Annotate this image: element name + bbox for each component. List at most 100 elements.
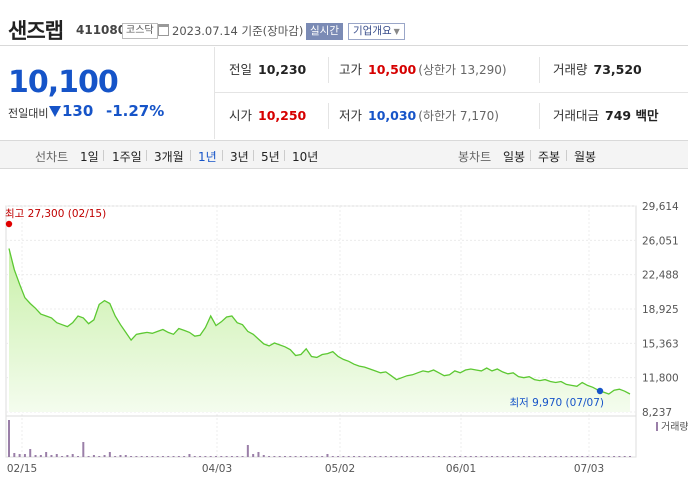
volume-bar	[220, 456, 223, 457]
divider	[530, 150, 531, 161]
price-chart: 29,614 26,051 22,488 18,925 15,363 11,800 8,23…	[0, 170, 688, 489]
divider	[253, 150, 254, 161]
volume-bar	[607, 456, 610, 457]
max-annotation: 최고 27,300 (02/15)	[5, 208, 106, 220]
divider	[539, 57, 540, 83]
volume-bar	[204, 456, 207, 457]
stat-volume-value: 73,520	[593, 62, 642, 77]
y-tick-label: 18,925	[642, 304, 679, 316]
volume-bar	[469, 456, 472, 457]
volume-bar	[87, 456, 90, 457]
volume-bar	[215, 456, 217, 457]
price-panel: 10,100 전일대비 130 -1.27%	[0, 47, 215, 139]
volume-bar	[61, 456, 64, 457]
divider	[566, 150, 567, 161]
stat-open-label: 시가	[229, 108, 253, 123]
volume-bar	[257, 452, 260, 457]
volume-bar	[374, 456, 377, 457]
realtime-button[interactable]: 실시간	[306, 23, 343, 40]
stat-prev-value: 10,230	[258, 62, 307, 77]
volume-bar	[199, 456, 202, 457]
period-5y[interactable]: 5년	[261, 150, 280, 164]
stat-prev: 전일 10,230	[229, 47, 306, 93]
volume-bar	[92, 455, 95, 457]
y-tick-label: 22,488	[642, 270, 679, 282]
volume-bar	[130, 456, 133, 457]
candle-weekly[interactable]: 주봉	[538, 150, 561, 164]
price-area	[9, 248, 630, 412]
volume-legend-label: 거래량	[661, 421, 688, 433]
period-1d[interactable]: 1일	[80, 150, 99, 164]
volume-bar	[50, 455, 53, 457]
stock-code: 411080	[76, 23, 127, 37]
volume-bar	[151, 456, 154, 457]
volume-bar	[613, 456, 616, 457]
volume-bar	[310, 456, 313, 457]
stat-low-label: 저가	[339, 108, 363, 123]
candle-daily[interactable]: 일봉	[503, 150, 526, 164]
divider	[103, 150, 104, 161]
stat-open: 시가 10,250	[229, 93, 306, 139]
volume-bar	[124, 455, 127, 457]
volume-bar	[623, 456, 626, 457]
volume-bar	[575, 456, 578, 457]
period-1y[interactable]: 1년	[198, 150, 217, 164]
volume-bar	[570, 456, 573, 457]
volume-bar	[268, 456, 271, 457]
volume-bar	[39, 455, 42, 457]
volume-bar	[363, 456, 366, 457]
volume-bar	[512, 456, 515, 457]
volume-bar	[289, 456, 292, 457]
volume-bar	[172, 456, 175, 457]
volume-bar	[225, 456, 228, 457]
x-tick-label: 07/03	[574, 463, 604, 475]
volume-bar	[262, 455, 265, 457]
base-date: 2023.07.14 기준(장마감)	[172, 24, 304, 38]
volume-bar	[411, 456, 414, 457]
stats-grid: 전일 10,230 고가 10,500 (상한가 13,290) 거래량 73,520 …	[215, 47, 688, 139]
y-tick-label: 8,237	[642, 407, 672, 419]
candle-monthly[interactable]: 월봉	[574, 150, 597, 164]
volume-bar	[23, 454, 26, 457]
volume-bar	[560, 456, 562, 457]
volume-bar	[321, 456, 324, 457]
min-annotation: 최저 9,970 (07/07)	[509, 397, 604, 409]
company-overview-button[interactable]: 기업개요 ▼	[348, 23, 405, 40]
stat-high: 고가 10,500 (상한가 13,290)	[339, 47, 507, 93]
volume-bar	[528, 456, 531, 457]
change-amount: 130	[62, 102, 94, 120]
volume-bar	[326, 454, 329, 457]
volume-bar	[167, 456, 170, 457]
volume-bar	[183, 456, 186, 457]
volume-bar	[18, 454, 21, 457]
volume-bar	[13, 453, 16, 457]
stock-name: 샌즈랩	[8, 19, 64, 43]
volume-bar	[422, 456, 424, 457]
stat-amount-label: 거래대금	[553, 108, 600, 123]
volume-bar	[66, 455, 69, 457]
volume-bar	[629, 456, 631, 457]
stat-high-value: 10,500	[368, 62, 417, 77]
stat-volume-label: 거래량	[553, 62, 588, 77]
price-line	[8, 248, 631, 395]
period-3y[interactable]: 3년	[230, 150, 249, 164]
volume-bar	[246, 445, 249, 457]
volume-bar	[140, 456, 143, 457]
divider	[328, 103, 329, 129]
period-1w[interactable]: 1주일	[112, 150, 142, 164]
period-bar: 선차트 1일 1주일 3개월 1년 3년 5년 10년 봉차트 일봉 주봉 월봉	[0, 140, 688, 169]
volume-bar	[538, 456, 541, 457]
stat-open-value: 10,250	[258, 108, 307, 123]
volume-bar	[491, 456, 493, 457]
volume-bar	[416, 456, 419, 457]
period-10y[interactable]: 10년	[292, 150, 319, 164]
volume-bar	[618, 456, 621, 457]
volume-bar	[45, 452, 48, 457]
volume-bar	[241, 456, 244, 457]
divider	[539, 103, 540, 129]
volume-bar	[331, 456, 334, 457]
volume-bar	[602, 456, 605, 457]
volume-bar	[8, 420, 10, 457]
volume-bar	[379, 456, 382, 457]
period-3m[interactable]: 3개월	[154, 150, 184, 164]
